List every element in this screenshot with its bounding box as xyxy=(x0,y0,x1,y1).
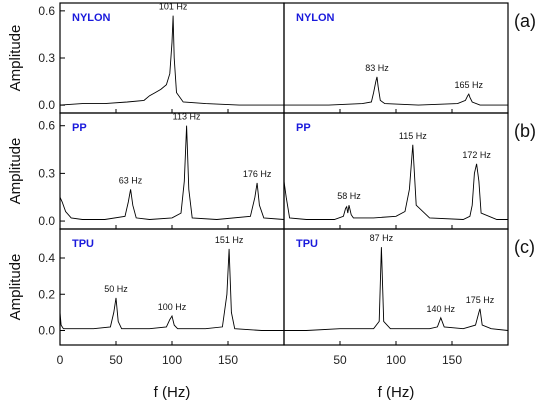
y-tick-label: 0.3 xyxy=(38,166,55,180)
x-tick-label: 50 xyxy=(333,353,347,367)
y-axis-label: Amplitude xyxy=(7,254,24,321)
panel-label: (c) xyxy=(514,237,535,257)
x-axis-label: f (Hz) xyxy=(154,384,191,401)
peak-label: 58 Hz xyxy=(337,191,361,201)
material-label: NYLON xyxy=(72,12,111,24)
peak-label: 151 Hz xyxy=(215,235,244,245)
panel-label: (a) xyxy=(514,11,536,31)
y-tick-label: 0.6 xyxy=(38,4,55,18)
peak-label: 87 Hz xyxy=(370,233,394,243)
spectrum-line-pp-left xyxy=(59,125,285,220)
x-tick-label: 150 xyxy=(442,353,462,367)
spectrum-line-nylon-left xyxy=(59,15,284,106)
spectrum-line-tpu-left xyxy=(59,248,284,331)
peak-label: 63 Hz xyxy=(119,175,143,185)
x-tick-label: 150 xyxy=(218,353,238,367)
y-tick-label: 0.0 xyxy=(38,98,55,112)
material-label: TPU xyxy=(296,238,318,250)
plot-frame-right xyxy=(283,112,509,230)
material-label: TPU xyxy=(72,238,94,250)
panel-label: (b) xyxy=(514,121,536,141)
peak-label: 140 Hz xyxy=(427,304,456,314)
y-tick-label: 0.4 xyxy=(38,251,55,265)
peak-label: 113 Hz xyxy=(173,112,201,122)
peak-label: 176 Hz xyxy=(243,169,272,179)
peak-label: 165 Hz xyxy=(455,80,484,90)
x-axis-label: f (Hz) xyxy=(378,384,415,401)
x-tick-label: 50 xyxy=(109,353,123,367)
spectrum-line-tpu-right xyxy=(284,247,509,331)
peak-label: 101 Hz xyxy=(159,2,188,12)
material-label: NYLON xyxy=(296,12,335,24)
x-tick-label: 0 xyxy=(57,353,64,367)
spectrum-line-nylon-right xyxy=(284,76,508,106)
peak-label: 175 Hz xyxy=(466,295,495,305)
peak-label: 172 Hz xyxy=(462,150,491,160)
peak-label: 50 Hz xyxy=(104,284,128,294)
peak-label: 83 Hz xyxy=(365,63,389,73)
y-tick-label: 0.2 xyxy=(38,287,55,301)
spectrum-line-pp-right xyxy=(283,144,508,220)
y-tick-label: 0.0 xyxy=(38,214,55,228)
y-axis-label: Amplitude xyxy=(7,25,24,92)
material-label: PP xyxy=(72,122,87,134)
x-tick-label: 100 xyxy=(386,353,406,367)
y-tick-label: 0.6 xyxy=(38,119,55,133)
y-tick-label: 0.0 xyxy=(38,324,55,338)
peak-label: 100 Hz xyxy=(158,302,187,312)
y-axis-label: Amplitude xyxy=(7,138,24,205)
material-label: PP xyxy=(296,122,311,134)
x-tick-label: 100 xyxy=(162,353,182,367)
y-tick-label: 0.3 xyxy=(38,51,55,65)
peak-label: 115 Hz xyxy=(399,131,427,141)
